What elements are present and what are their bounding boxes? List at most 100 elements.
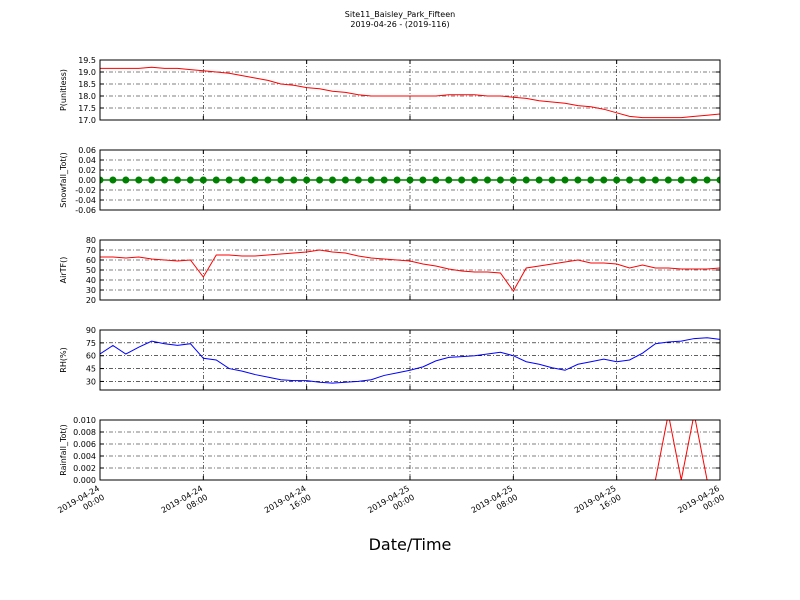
data-point [264,176,272,184]
y-tick-label: 20 [86,296,96,305]
y-tick-label: -0.04 [75,196,96,205]
data-point [290,176,298,184]
data-point [122,176,130,184]
data-point [664,176,672,184]
data-point [716,176,720,184]
data-point [445,176,453,184]
x-tick-label: 2019-04-2500:00 [366,484,416,524]
y-axis-label: Snowfall_Tot() [59,152,68,208]
y-tick-label: 90 [86,326,96,335]
y-tick-label: 0.010 [73,416,96,425]
data-point [100,176,104,184]
data-point [471,176,479,184]
y-tick-label: 0.002 [73,464,96,473]
data-point [458,176,466,184]
y-tick-label: 60 [86,352,96,361]
data-point [432,176,440,184]
data-point [238,176,246,184]
data-point [225,176,233,184]
y-tick-label: 0.006 [73,440,96,449]
y-tick-label: 45 [86,365,96,374]
y-tick-label: 80 [86,236,96,245]
y-tick-label: 17.5 [78,104,96,113]
y-tick-label: 75 [86,339,96,348]
y-tick-label: 0.004 [73,452,96,461]
data-point [535,176,543,184]
data-line [100,66,720,119]
axes-frame [99,329,721,391]
title: Site11_Baisley_Park_Fifteen [345,10,455,19]
y-tick-label: 0.00 [78,176,96,185]
data-point [496,176,504,184]
data-point [484,176,491,184]
y-tick-label: 50 [86,266,96,275]
y-tick-label: 30 [86,377,96,386]
data-point [341,176,349,184]
data-point [419,176,427,184]
data-point [316,176,324,184]
data-point [135,176,143,184]
y-tick-label: 19.0 [78,68,96,77]
y-axis-label: Rainfall_Tot() [59,424,68,476]
data-point [212,176,220,184]
data-point [561,176,569,184]
axes-frame [99,59,721,121]
x-tick-label: 2019-04-2400:00 [56,484,106,524]
data-point [690,176,698,184]
x-tick-label: 2019-04-2516:00 [573,484,623,524]
data-point [600,176,608,184]
y-tick-label: 40 [86,276,96,285]
x-tick-label: 2019-04-2508:00 [470,484,520,524]
y-tick-label: 60 [86,256,96,265]
data-point [613,176,621,184]
data-point [703,176,711,184]
y-axis-label: RH(%) [59,347,68,372]
data-point [148,176,156,184]
axes-frame [99,149,721,211]
data-point [199,176,207,184]
data-point [548,176,556,184]
data-point [174,176,181,184]
y-tick-label: -0.02 [75,186,96,195]
data-point [626,176,634,184]
data-point [393,176,401,184]
y-tick-label: 0.02 [78,166,96,175]
y-tick-label: 0.06 [78,146,96,155]
x-tick-label: 2019-04-2600:00 [676,484,726,524]
y-tick-label: 30 [86,286,96,295]
data-point [109,176,117,184]
x-tick-label: 2019-04-2416:00 [263,484,313,524]
data-point [677,176,685,184]
data-point [367,176,375,184]
axes-frame [99,419,721,481]
data-point [406,176,414,184]
y-tick-label: 18.5 [78,80,96,89]
subtitle: 2019-04-26 - (2019-116) [350,20,449,29]
data-point [186,176,194,184]
y-axis-label: AirTF() [59,257,68,284]
data-point [303,176,311,184]
y-tick-label: -0.06 [75,206,96,215]
data-point [380,176,388,184]
data-point [509,176,517,184]
y-tick-label: 70 [86,246,96,255]
axes-frame [99,239,721,301]
data-line [100,337,720,384]
data-line [100,249,720,292]
y-axis-label: P(unitless) [59,69,68,111]
data-point [639,176,646,184]
y-tick-label: 0.04 [78,156,96,165]
data-point [329,176,336,184]
data-point [522,176,530,184]
data-point [251,176,259,184]
data-point [651,176,659,184]
data-point [587,176,595,184]
y-tick-label: 19.5 [78,56,96,65]
data-point [574,176,582,184]
data-point [277,176,285,184]
y-tick-label: 17.0 [78,116,96,125]
y-tick-label: 18.0 [78,92,96,101]
y-tick-label: 0.000 [73,476,96,485]
data-point [354,176,362,184]
